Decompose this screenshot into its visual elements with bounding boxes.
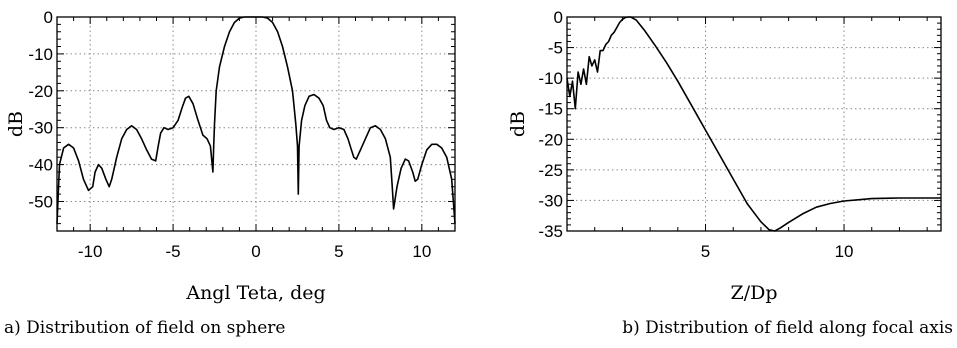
- y-tick-label: -30: [28, 119, 53, 138]
- caption-left: a) Distribution of field on sphere: [4, 318, 286, 338]
- y-axis-label: dB: [507, 111, 529, 137]
- x-tick-label: 10: [412, 242, 431, 261]
- y-tick-label: -25: [538, 161, 563, 180]
- x-axis-label: Angl Teta, deg: [185, 282, 325, 304]
- x-tick-label: -5: [166, 242, 181, 261]
- y-axis-label: dB: [5, 111, 27, 137]
- x-tick-label: -10: [78, 242, 103, 261]
- caption-right: b) Distribution of field along focal axi…: [622, 318, 953, 338]
- x-axis-label: Z/Dp: [731, 282, 778, 304]
- x-tick-label: 0: [251, 242, 260, 261]
- x-tick-label: 5: [701, 242, 710, 261]
- y-tick-label: -10: [538, 69, 563, 88]
- chart-field-along-focal-axis: 5 10 0 -5 -10 -15 -20 -25 -30 -35 Z/Dp dB: [507, 8, 942, 304]
- series-line-0: [566, 16, 941, 232]
- y-tick-label: -50: [28, 192, 53, 211]
- y-tick-label: -10: [28, 45, 53, 64]
- y-tick-label: -15: [538, 100, 563, 119]
- y-tick-label: -30: [538, 191, 563, 210]
- plot-frame: [566, 16, 942, 232]
- x-tick-label: 10: [835, 242, 854, 261]
- y-tick-label: 0: [44, 8, 53, 27]
- y-tick-label: -40: [28, 156, 53, 175]
- x-tick-label: 5: [334, 242, 343, 261]
- y-tick-label: -20: [28, 82, 53, 101]
- y-tick-label: -20: [538, 130, 563, 149]
- y-tick-label: -35: [538, 222, 563, 241]
- y-tick-label: -5: [548, 39, 563, 58]
- y-tick-label: 0: [554, 8, 563, 27]
